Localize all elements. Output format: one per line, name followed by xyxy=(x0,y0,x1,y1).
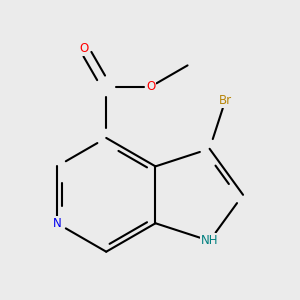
Text: O: O xyxy=(146,80,155,93)
Text: NH: NH xyxy=(201,234,218,247)
Text: Br: Br xyxy=(219,94,232,106)
Text: O: O xyxy=(80,42,89,55)
Text: N: N xyxy=(52,217,61,230)
